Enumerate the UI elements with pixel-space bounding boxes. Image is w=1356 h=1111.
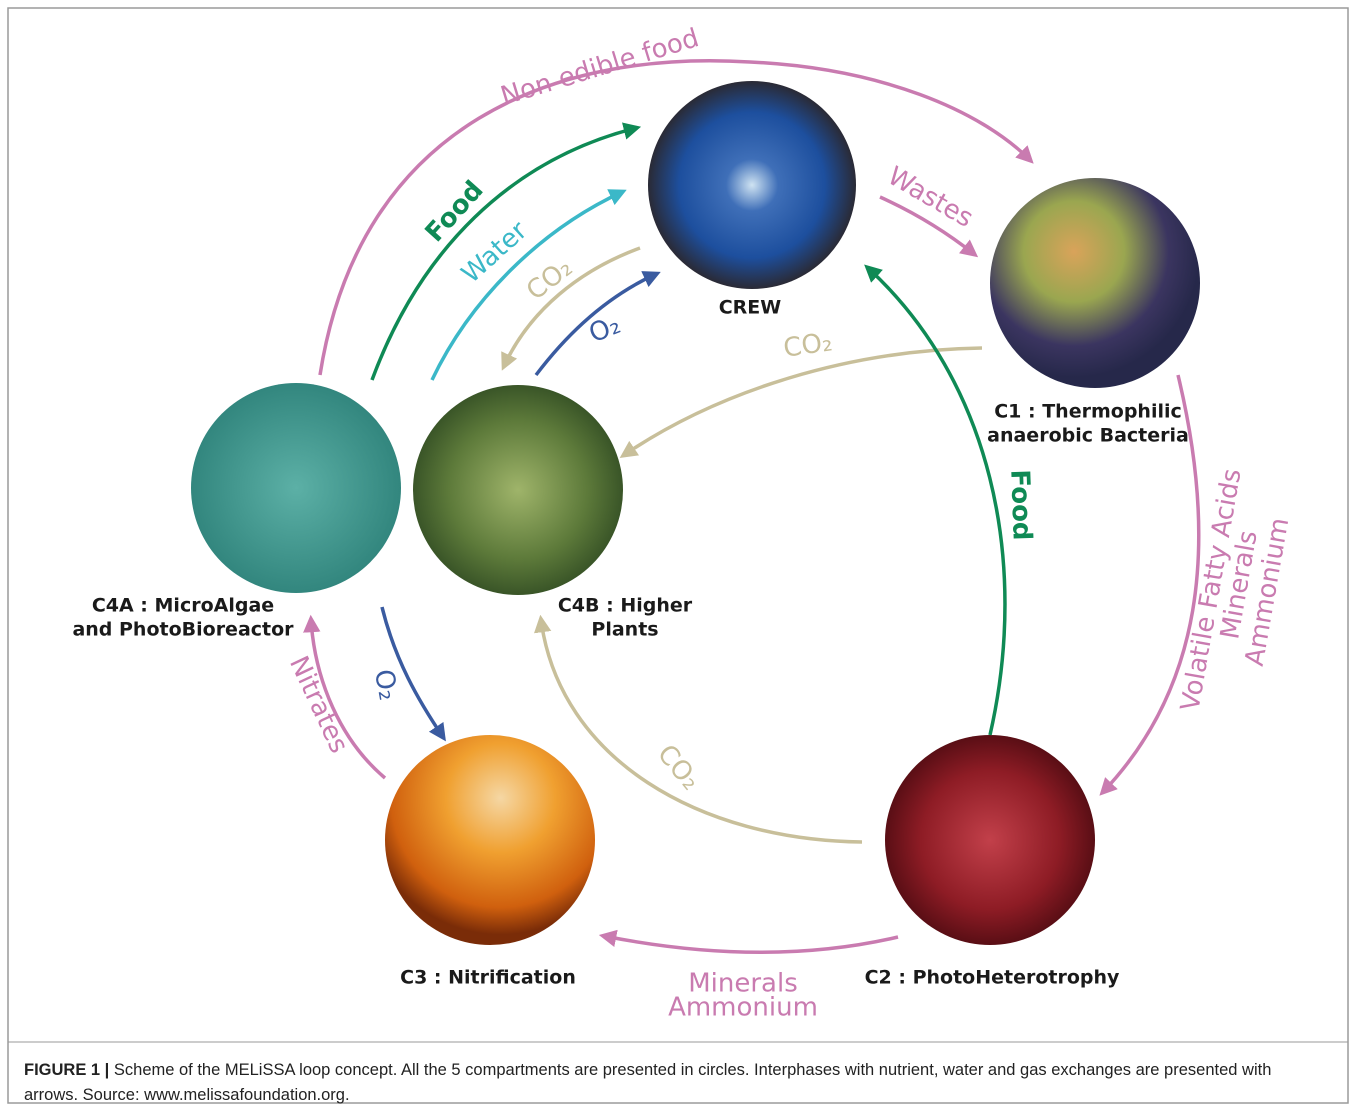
c3-circle: [385, 735, 595, 945]
arrow: [430, 189, 627, 381]
arrow: [1099, 374, 1201, 796]
node-label: CREW: [719, 297, 782, 319]
crew-circle: [648, 81, 856, 289]
arrow: [501, 246, 641, 371]
arrow: [380, 606, 446, 742]
c2-circle: [885, 735, 1095, 945]
arrow: [303, 614, 387, 780]
edge-label: Food: [1004, 469, 1036, 541]
edge-label: Minerals: [688, 969, 798, 999]
arrow: [619, 346, 983, 458]
edge-label: CO₂: [521, 253, 578, 307]
node-label: Plants: [591, 619, 658, 641]
edge-label: O₂: [368, 667, 403, 703]
caption: FIGURE 1 | Scheme of the MELiSSA loop co…: [24, 1058, 1324, 1108]
arrow: [598, 929, 899, 955]
frame: [7, 7, 1349, 1104]
arrow: [370, 122, 642, 381]
edge-label: Ammonium: [668, 993, 818, 1023]
arrow: [879, 195, 979, 258]
node-label: C1 : Thermophilic: [994, 401, 1182, 423]
edge-label: CO₂: [782, 327, 835, 364]
node-label: C4A : MicroAlgae: [92, 595, 274, 617]
node-label: anaerobic Bacteria: [987, 425, 1189, 447]
c4a-circle: [191, 383, 401, 593]
node-label: C3 : Nitrification: [400, 967, 576, 989]
arrow: [534, 271, 661, 377]
caption-label: FIGURE 1 |: [24, 1061, 110, 1079]
node-label: C4B : Higher: [558, 595, 693, 617]
c4b-circle: [413, 385, 623, 595]
arrow: [533, 614, 863, 844]
caption-text: Scheme of the MELiSSA loop concept. All …: [24, 1061, 1272, 1104]
c1-circle: [990, 178, 1200, 388]
arrow: [318, 58, 1034, 376]
node-label: and PhotoBioreactor: [72, 619, 294, 641]
edge-label: Non edible food: [497, 23, 702, 112]
node-label: C2 : PhotoHeterotrophy: [865, 967, 1120, 989]
arrow: [864, 264, 1007, 736]
edge-label: CO₂: [651, 739, 706, 796]
edge-label: Nitrates: [283, 652, 354, 758]
